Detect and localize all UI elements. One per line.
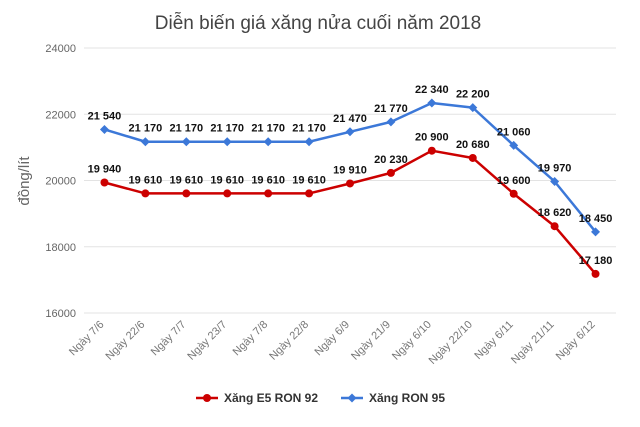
data-point [550,176,560,186]
data-label: 21 770 [374,103,408,115]
data-point [140,137,150,147]
data-point [468,103,478,113]
x-tick-label: Ngày 22/10 [427,319,475,367]
data-point [222,137,232,147]
data-label: 19 610 [210,174,244,186]
data-point [304,137,314,147]
data-label: 19 610 [169,174,203,186]
y-tick-label: 20000 [45,176,76,188]
series [99,98,601,278]
y-tick-label: 16000 [45,308,76,320]
y-axis-ticks: 16000 18000 20000 22000 24000 [45,43,76,320]
legend-label: Xăng E5 RON 92 [224,391,318,405]
data-label: 18 450 [579,213,613,225]
x-tick-label: Ngày 6/12 [554,319,598,363]
data-point [427,98,437,108]
data-label: 19 610 [251,174,285,186]
data-point [141,189,150,198]
data-point [550,222,559,231]
data-label: 19 610 [292,174,326,186]
x-tick-label: Ngày 22/8 [267,319,311,363]
data-label: 22 200 [456,89,490,101]
y-tick-label: 18000 [45,242,76,254]
data-label: 21 170 [292,123,326,135]
data-point [223,189,232,198]
chart-title: Diễn biến giá xăng nửa cuối năm 2018 [155,12,481,34]
y-axis-label: đồng/lít [16,156,33,206]
data-labels: 21 540 21 170 21 170 21 170 21 170 21 170 21 4… [88,84,613,267]
data-point [182,189,191,198]
data-point [345,127,355,137]
x-tick-label: Ngày 21/11 [509,319,557,367]
data-label: 20 680 [456,139,490,151]
legend-marker [203,394,211,402]
data-point [509,189,518,198]
data-label: 20 230 [374,154,408,166]
data-label: 21 170 [251,123,285,135]
data-label: 19 970 [538,162,572,174]
data-point [386,117,396,127]
data-point [591,269,600,278]
data-label: 20 900 [415,132,449,144]
data-label: 21 170 [169,123,203,135]
data-point [591,227,601,237]
data-point [305,189,314,198]
data-label: 19 940 [88,163,122,175]
series-1 [99,98,601,237]
data-point [264,189,273,198]
data-label: 17 180 [579,255,613,267]
legend-label: Xăng RON 95 [369,391,445,405]
data-point [346,179,354,188]
y-tick-label: 22000 [45,109,76,121]
data-label: 19 600 [497,175,531,187]
data-label: 19 910 [333,164,367,176]
data-point [386,168,395,177]
x-tick-label: Ngày 23/7 [185,319,229,363]
data-point [263,137,273,147]
legend-item-1: Xăng RON 95 [341,391,445,405]
x-tick-label: Ngày 6/9 [313,319,353,359]
data-label: 18 620 [538,207,572,219]
data-point [181,137,191,147]
legend: Xăng E5 RON 92 Xăng RON 95 [196,391,445,405]
data-label: 21 470 [333,113,367,125]
data-label: 21 170 [210,123,244,135]
data-label: 22 340 [415,84,449,96]
x-tick-label: Ngày 7/8 [231,319,271,359]
data-label: 21 540 [88,110,122,122]
data-point [468,153,477,162]
data-label: 21 060 [497,126,531,138]
x-tick-label: Ngày 6/10 [390,319,434,363]
data-label: 21 170 [129,123,163,135]
x-tick-label: Ngày 7/7 [149,319,189,359]
x-tick-label: Ngày 22/6 [104,319,148,363]
data-point [99,124,109,134]
data-point [100,178,109,187]
data-point [427,146,436,155]
x-tick-label: Ngày 21/9 [349,319,393,363]
series-0 [100,146,600,278]
x-tick-label: Ngày 7/6 [67,319,107,359]
x-tick-label: Ngày 6/11 [472,319,515,362]
data-label: 19 610 [129,174,163,186]
legend-item-0: Xăng E5 RON 92 [196,391,318,405]
legend-marker [347,393,357,403]
data-point [509,140,519,150]
y-tick-label: 24000 [45,43,76,55]
